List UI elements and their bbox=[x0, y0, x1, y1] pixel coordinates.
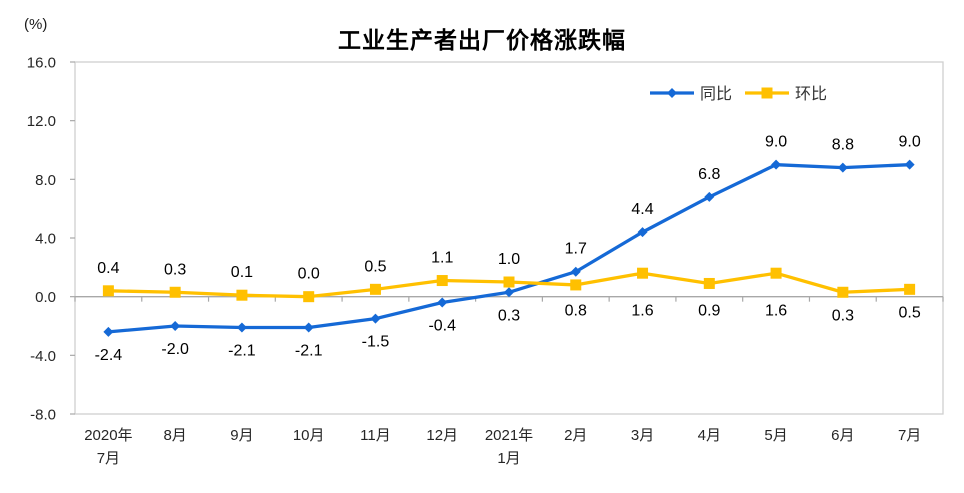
data-label-yoy: -2.0 bbox=[161, 341, 189, 358]
data-label-yoy: -2.4 bbox=[95, 347, 123, 364]
data-label-yoy: 6.8 bbox=[698, 166, 720, 183]
data-label-yoy: 8.8 bbox=[832, 137, 854, 154]
data-label-yoy: -2.1 bbox=[228, 342, 256, 359]
x-axis-label: 6月 bbox=[831, 427, 854, 444]
data-point-yoy bbox=[170, 321, 181, 331]
data-point-mom bbox=[837, 286, 849, 298]
x-axis-label: 12月 bbox=[426, 427, 458, 444]
data-point-mom bbox=[770, 267, 782, 279]
x-axis-label: 11月 bbox=[360, 427, 391, 444]
data-label-mom: 0.3 bbox=[164, 261, 186, 278]
y-axis-tick-label: -4.0 bbox=[30, 348, 56, 365]
x-axis-label: 2020年 bbox=[84, 427, 132, 444]
data-point-yoy bbox=[904, 159, 915, 170]
data-point-mom bbox=[236, 289, 248, 301]
y-axis-tick-label: -8.0 bbox=[30, 407, 56, 424]
data-point-mom bbox=[570, 279, 582, 291]
data-point-yoy bbox=[504, 287, 514, 298]
y-axis-tick-label: 8.0 bbox=[35, 172, 56, 189]
legend-label-yoy: 同比 bbox=[700, 85, 732, 103]
data-point-yoy bbox=[570, 266, 581, 277]
x-axis-label: 8月 bbox=[163, 427, 186, 444]
data-label-yoy: 1.7 bbox=[565, 241, 587, 258]
data-label-yoy: 0.3 bbox=[498, 307, 520, 324]
plot-border bbox=[74, 61, 944, 415]
data-point-mom bbox=[503, 276, 515, 288]
legend-marker-yoy bbox=[667, 88, 677, 98]
data-label-yoy: -1.5 bbox=[362, 334, 390, 351]
data-label-mom: 1.0 bbox=[498, 251, 520, 268]
data-label-yoy: -2.1 bbox=[295, 342, 323, 359]
data-point-yoy bbox=[704, 191, 715, 202]
data-label-yoy: 9.0 bbox=[765, 134, 787, 151]
data-point-mom bbox=[436, 275, 448, 287]
data-point-mom bbox=[303, 291, 315, 303]
y-axis-unit-label: (%) bbox=[24, 16, 48, 33]
data-label-mom: 0.0 bbox=[298, 266, 320, 283]
data-point-mom bbox=[703, 277, 715, 289]
x-axis-label-line2: 7月 bbox=[97, 450, 120, 467]
y-axis-tick-label: 4.0 bbox=[35, 231, 56, 248]
x-axis-label: 2021年 bbox=[485, 427, 533, 444]
data-point-yoy bbox=[370, 313, 381, 324]
data-point-yoy bbox=[771, 159, 782, 170]
data-label-mom: 0.4 bbox=[97, 260, 119, 277]
x-axis-label: 3月 bbox=[631, 427, 654, 444]
data-point-yoy bbox=[303, 322, 314, 333]
x-axis-label: 9月 bbox=[230, 427, 253, 444]
data-point-yoy bbox=[236, 322, 247, 333]
data-point-mom bbox=[637, 267, 649, 279]
data-label-yoy: 4.4 bbox=[631, 201, 653, 218]
data-label-yoy: -0.4 bbox=[428, 318, 456, 335]
y-axis-tick-label: 12.0 bbox=[27, 113, 56, 130]
x-axis-label: 7月 bbox=[898, 427, 921, 444]
data-label-mom: 0.1 bbox=[231, 264, 253, 281]
data-label-mom: 1.6 bbox=[765, 303, 787, 320]
data-point-yoy bbox=[437, 297, 448, 308]
data-label-mom: 0.5 bbox=[364, 258, 386, 275]
data-label-mom: 0.3 bbox=[832, 307, 854, 324]
y-axis-tick-label: 0.0 bbox=[35, 289, 56, 306]
data-point-mom bbox=[102, 285, 114, 297]
data-label-mom: 1.1 bbox=[431, 250, 453, 267]
data-label-mom: 0.8 bbox=[565, 303, 587, 320]
legend-label-mom: 环比 bbox=[795, 85, 827, 103]
data-point-mom bbox=[169, 286, 181, 298]
x-axis-label-line2: 1月 bbox=[497, 450, 520, 467]
chart-title: 工业生产者出厂价格涨跌幅 bbox=[338, 27, 626, 53]
legend-marker-mom bbox=[761, 87, 773, 99]
x-axis-label: 5月 bbox=[764, 427, 787, 444]
x-axis-label: 2月 bbox=[564, 427, 587, 444]
data-label-mom: 1.6 bbox=[631, 303, 653, 320]
x-axis-label: 10月 bbox=[293, 427, 325, 444]
data-label-mom: 0.5 bbox=[898, 304, 920, 321]
data-point-yoy bbox=[837, 162, 848, 173]
data-point-mom bbox=[369, 283, 381, 295]
data-point-yoy bbox=[637, 227, 648, 238]
data-label-mom: 0.9 bbox=[698, 303, 720, 320]
data-point-yoy bbox=[103, 326, 114, 337]
y-axis-tick-label: 16.0 bbox=[27, 55, 56, 72]
data-label-yoy: 9.0 bbox=[898, 134, 920, 151]
x-axis-label: 4月 bbox=[698, 427, 721, 444]
data-point-mom bbox=[904, 283, 916, 295]
